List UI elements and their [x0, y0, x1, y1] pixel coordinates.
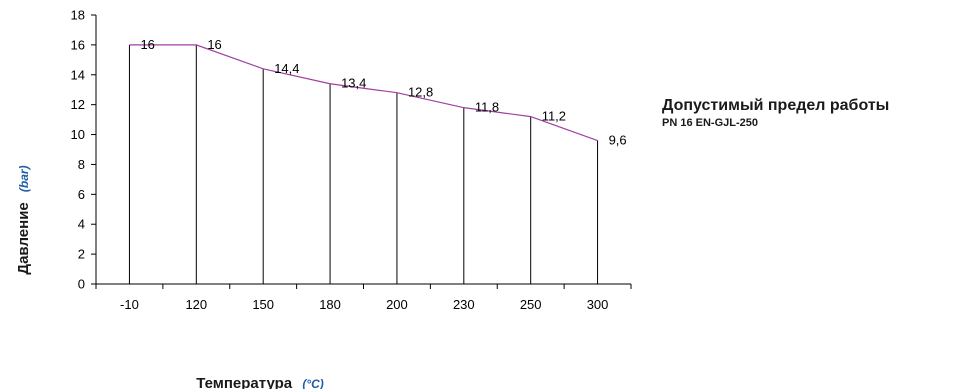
y-tick-label: 6	[78, 187, 85, 202]
x-tick-label: 250	[520, 297, 542, 312]
y-tick-label: 10	[71, 127, 85, 142]
data-label: 12,8	[408, 85, 433, 100]
y-tick-label: 16	[71, 37, 85, 52]
x-tick-label: 120	[185, 297, 207, 312]
data-label: 16	[207, 37, 221, 52]
drop-lines	[128, 44, 599, 284]
data-label: 9,6	[609, 133, 627, 148]
x-tick-label: 230	[453, 297, 475, 312]
data-label: 16	[140, 37, 154, 52]
pressure-line	[129, 44, 598, 142]
data-label: 11,8	[475, 100, 499, 115]
x-tick-label: 200	[386, 297, 408, 312]
x-tick-label: 150	[252, 297, 274, 312]
x-axis-unit: (°C)	[302, 377, 323, 389]
chart-axes	[91, 14, 632, 289]
y-tick-label: 12	[71, 97, 85, 112]
y-axis-unit: (bar)	[17, 165, 31, 192]
data-labels: 16 16 14,4 13,4 12,8 11,8 11,2 9,6	[140, 37, 626, 148]
data-label: 11,2	[542, 109, 566, 124]
y-tick-label: 0	[78, 277, 85, 292]
annotation-title: Допустимый предел работы	[662, 97, 890, 114]
x-tick-label: -10	[120, 297, 139, 312]
data-label: 13,4	[341, 76, 366, 91]
y-tick-label: 4	[78, 217, 85, 232]
data-label: 14,4	[274, 61, 299, 76]
y-tick-label: 14	[71, 67, 85, 82]
y-tick-label: 18	[71, 8, 85, 23]
x-tick-labels: -10 120 150 180 200 230 250 300	[120, 297, 608, 312]
annotation-subtitle: PN 16 EN-GJL-250	[662, 117, 758, 129]
x-axis-label: Температура (°C)	[196, 375, 324, 389]
y-tick-label: 2	[78, 247, 85, 262]
y-tick-labels: 0 2 4 6 8 10 12 14 16 18	[71, 8, 85, 292]
series-line	[129, 44, 598, 142]
x-tick-label: 180	[319, 297, 341, 312]
x-tick-label: 300	[587, 297, 609, 312]
y-axis-label: Давление (bar)	[15, 165, 32, 274]
y-tick-label: 8	[78, 157, 85, 172]
